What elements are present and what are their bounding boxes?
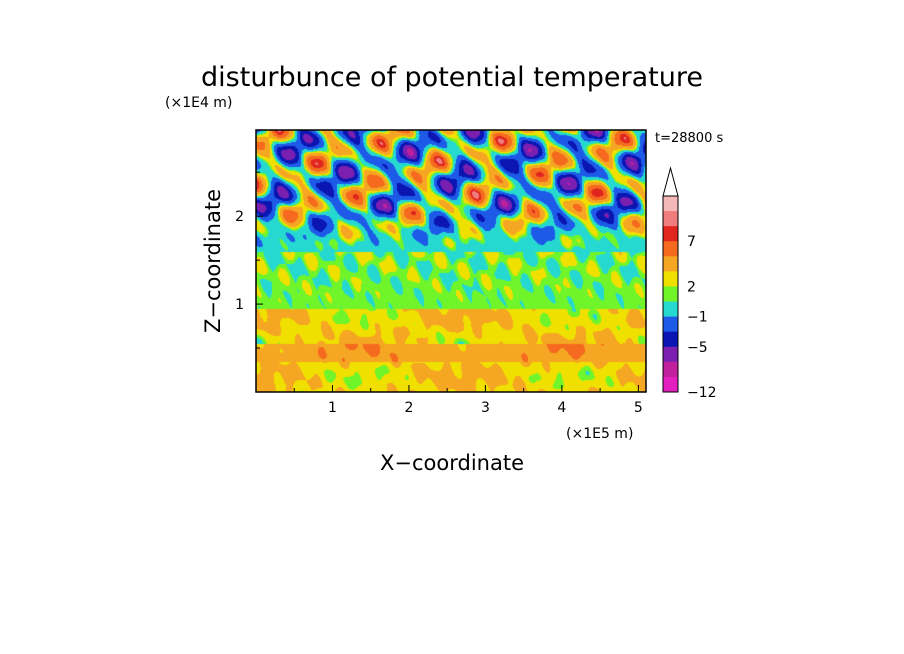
colorbar-band [663, 211, 678, 227]
colorbar-frame [662, 195, 679, 393]
colorbar-band [663, 346, 678, 363]
colorbar-label: −5 [687, 340, 708, 356]
contour-field-image [256, 130, 646, 392]
colorbar-label: 2 [687, 279, 696, 295]
colorbar-band [663, 301, 678, 317]
colorbar-label: −1 [687, 310, 708, 326]
x-tick-label: 3 [481, 400, 490, 416]
time-label: t=28800 s [655, 131, 723, 146]
y-axis-ticks: 12 [235, 171, 263, 349]
y-tick-label: 1 [235, 297, 244, 313]
colorbar-band [663, 256, 678, 272]
y-unit-label: (×1E4 m) [165, 95, 232, 111]
plot-frame [255, 129, 647, 393]
colorbar-band [663, 361, 678, 378]
x-axis-label: X−coordinate [380, 451, 524, 475]
x-axis-ticks: 1 2 3 4 5 [293, 385, 643, 416]
x-tick-label: 1 [328, 400, 337, 416]
colorbar: 7 2 −1 −5 −12 [662, 166, 717, 401]
x-tick-label: 4 [557, 400, 566, 416]
colorbar-band [663, 271, 678, 287]
colorbar-extend-arrow [662, 166, 679, 197]
x-tick-label: 5 [634, 400, 643, 416]
y-tick-label: 2 [235, 209, 244, 225]
colorbar-band [663, 376, 678, 393]
x-tick-label: 2 [404, 400, 413, 416]
contour-field [256, 130, 646, 392]
colorbar-band [663, 241, 678, 257]
colorbar-label: 7 [687, 234, 696, 250]
y-axis-label: Z−coordinate [201, 189, 225, 333]
colorbar-band [663, 316, 678, 332]
x-unit-label: (×1E5 m) [566, 426, 633, 442]
colorbar-band [663, 286, 678, 302]
colorbar-band [663, 331, 678, 348]
colorbar-band [663, 226, 678, 242]
chart-title: disturbunce of potential temperature [201, 62, 703, 93]
colorbar-band [663, 196, 678, 212]
colorbar-label: −12 [687, 385, 717, 401]
